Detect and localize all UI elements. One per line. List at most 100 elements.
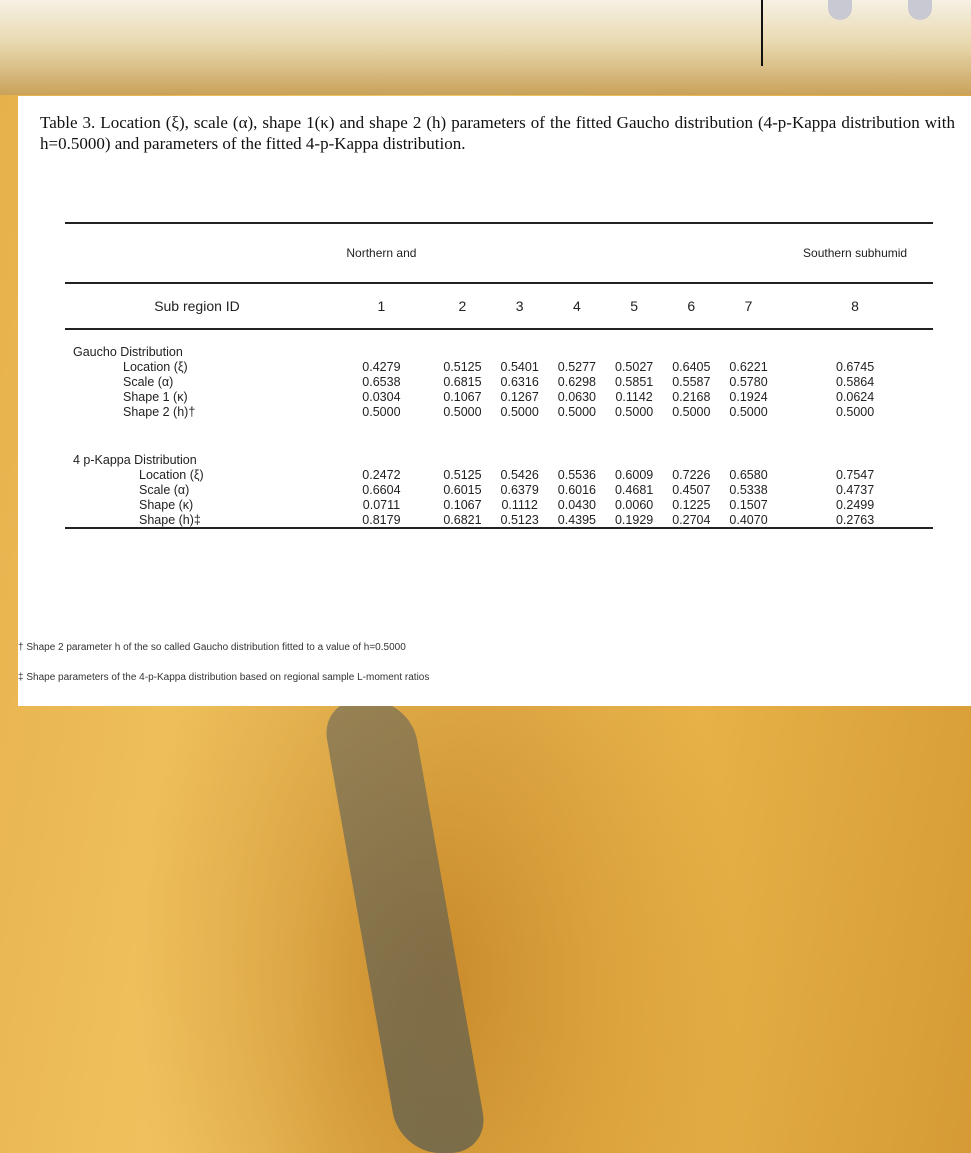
cell	[329, 329, 434, 359]
value-cell: 0.5338	[729, 482, 768, 497]
cell	[491, 222, 549, 283]
value-cell: 0.5864	[835, 374, 875, 389]
data-row: Shape 1 (κ) 0.0304 0.1067 0.1267 0.0630 0.114…	[65, 389, 933, 404]
cell	[719, 222, 778, 283]
value-cell: 0.1067	[443, 389, 482, 404]
value-cell: 0.7226	[672, 467, 711, 482]
value-cell: 0.6538	[362, 374, 401, 389]
background-sky	[0, 0, 971, 95]
value-cell: 0.5426	[500, 467, 539, 482]
row-label: Location (ξ)	[123, 359, 188, 374]
cell	[329, 419, 434, 467]
footnote: ‡ Shape parameters of the 4-p-Kappa dist…	[18, 672, 430, 683]
value-cell: 0.5000	[443, 404, 482, 419]
value-cell: 0.6379	[500, 482, 539, 497]
sub-region-id: 1	[329, 282, 434, 330]
value-cell: 0.6298	[557, 374, 596, 389]
value-cell: 0.1225	[672, 497, 711, 512]
cell	[491, 419, 548, 467]
row-label: Shape 1 (κ)	[123, 389, 188, 404]
cell	[65, 222, 329, 283]
value-cell: 0.0624	[835, 389, 875, 404]
data-row: Shape (κ) 0.0711 0.1067 0.1112 0.0430 0.0060 0…	[65, 497, 933, 512]
cell	[663, 329, 720, 359]
value-cell: 0.5000	[557, 404, 596, 419]
data-row: Scale (α) 0.6538 0.6815 0.6316 0.6298 0.5851 0…	[65, 374, 933, 389]
value-cell: 0.1929	[605, 512, 663, 529]
sub-region-id: 4	[548, 282, 606, 330]
section-title: Gaucho Distribution	[73, 345, 183, 359]
value-cell: 0.5000	[500, 404, 539, 419]
caption: Table 3. Location (ξ), scale (α), shape …	[40, 113, 955, 153]
value-cell: 0.1267	[500, 389, 539, 404]
cell	[720, 329, 777, 359]
data-row: Location (ξ) 0.2472 0.5125 0.5426 0.5536 0.60…	[65, 467, 933, 482]
value-cell: 0.6316	[500, 374, 539, 389]
table-panel: Table 3. Location (ξ), scale (α), shape …	[18, 96, 971, 706]
value-cell: 0.6604	[362, 482, 401, 497]
cell	[662, 222, 720, 283]
value-cell: 0.7547	[835, 467, 875, 482]
value-cell: 0.1067	[443, 497, 482, 512]
cell	[548, 329, 605, 359]
value-cell: 0.1924	[729, 389, 768, 404]
id-row: Sub region ID 1 2 3 4 5 6 7 8	[65, 282, 933, 330]
value-cell: 0.5027	[614, 359, 654, 374]
value-cell: 0.5123	[491, 512, 549, 529]
footnote: † Shape 2 parameter h of the so called G…	[18, 642, 406, 653]
data-row: Location (ξ) 0.4279 0.5125 0.5401 0.5277 0.50…	[65, 359, 933, 374]
value-cell: 0.5000	[672, 404, 711, 419]
row-label: Scale (α)	[139, 482, 190, 497]
cell	[434, 419, 491, 467]
sub-region-id: 6	[662, 282, 720, 330]
background-river	[320, 700, 490, 1153]
data-row: Shape (h)‡ 0.8179 0.6821 0.5123 0.4395 0.1929…	[65, 512, 933, 529]
sub-region-id: 2	[433, 282, 492, 330]
decor-dot	[908, 0, 932, 20]
cell	[606, 419, 663, 467]
sub-region-id: 5	[605, 282, 663, 330]
value-cell: 0.5125	[443, 359, 482, 374]
sub-region-id: 3	[491, 282, 549, 330]
value-cell: 0.5000	[614, 404, 654, 419]
value-cell: 0.0060	[614, 497, 654, 512]
value-cell: 0.4395	[548, 512, 606, 529]
value-cell: 0.1142	[615, 389, 653, 404]
value-cell: 0.6821	[433, 512, 492, 529]
value-cell: 0.6405	[672, 359, 711, 374]
header-row: Northern and Southern subhumid	[65, 222, 933, 283]
value-cell: 0.6015	[443, 482, 482, 497]
value-cell: 0.6815	[443, 374, 482, 389]
value-cell: 0.5125	[443, 467, 482, 482]
cell	[720, 419, 777, 467]
value-cell: 0.1112	[501, 497, 538, 512]
decor-dot	[828, 0, 852, 20]
row-label: Shape 2 (h)†	[123, 404, 196, 419]
value-cell: 0.5780	[729, 374, 768, 389]
value-cell: 0.5401	[500, 359, 539, 374]
value-cell: 0.6016	[557, 482, 596, 497]
section-row: 4 p-Kappa Distribution	[65, 419, 933, 467]
value-cell: 0.4070	[719, 512, 778, 529]
row-label: Scale (α)	[123, 374, 174, 389]
value-cell: 0.0430	[557, 497, 596, 512]
value-cell: 0.4737	[835, 482, 875, 497]
value-cell: 0.2704	[662, 512, 720, 529]
value-cell: 0.4279	[362, 359, 401, 374]
value-cell: 0.6745	[835, 359, 875, 374]
value-cell: 0.2499	[835, 497, 875, 512]
cell	[777, 419, 933, 467]
value-cell: 0.5000	[835, 404, 875, 419]
value-cell: 0.5536	[557, 467, 596, 482]
cell	[491, 329, 548, 359]
value-cell: 0.6221	[729, 359, 768, 374]
sub-region-id: 7	[719, 282, 778, 330]
value-cell: 0.6009	[614, 467, 654, 482]
group-header: Northern and	[329, 222, 434, 283]
value-cell: 0.5000	[729, 404, 768, 419]
value-cell: 0.6580	[729, 467, 768, 482]
cell	[548, 419, 605, 467]
value-cell: 0.4681	[614, 482, 654, 497]
value-cell: 0.5000	[362, 404, 401, 419]
